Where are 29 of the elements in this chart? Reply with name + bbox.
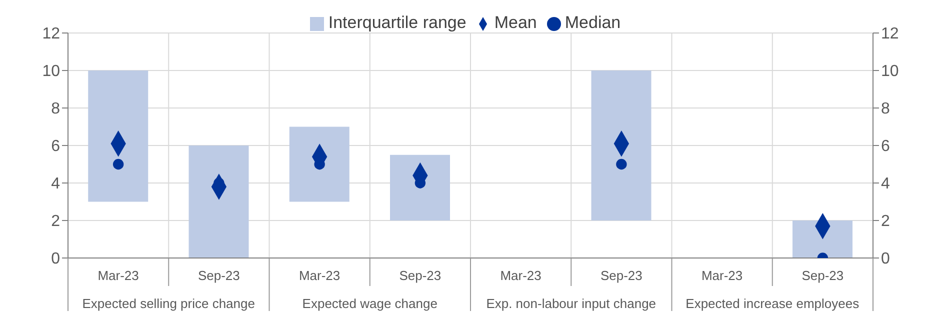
x-tick-label: Mar-23 (500, 268, 542, 283)
y-tick-label: 2 (51, 213, 60, 230)
legend-label: Interquartile range (328, 13, 466, 32)
y-tick-label: 10 (42, 63, 60, 80)
y2-tick-label: 2 (881, 213, 890, 230)
y2-tick-label: 4 (881, 176, 890, 193)
y-tick-label: 8 (51, 100, 60, 118)
y2-tick-label: 6 (881, 138, 890, 156)
y2-tick-label: 0 (881, 250, 890, 268)
text: Expected increase employees (686, 296, 860, 311)
x-tick-label: Sep-23 (198, 268, 240, 283)
y2-tick-label: 12 (881, 26, 899, 43)
y-tick-label: 6 (51, 138, 60, 156)
y2-tick-label: 8 (881, 100, 890, 118)
x-tick-label: Sep-23 (600, 268, 642, 283)
y-tick-label: 4 (51, 176, 60, 193)
x-tick-label: Mar-23 (98, 268, 139, 283)
x-tick-label: Sep-23 (399, 268, 442, 283)
text: Expected selling price change (82, 296, 255, 311)
legend-label: Median (564, 13, 621, 32)
y-tick-label: 12 (42, 26, 60, 43)
text: Expected wage change (302, 296, 438, 311)
x-tick-label: Sep-23 (802, 268, 844, 283)
x-tick-label: Mar-23 (298, 268, 340, 283)
x-tick-label: Mar-23 (701, 268, 743, 283)
legend-label: Mean (494, 13, 537, 32)
y-tick-label: 0 (51, 250, 60, 268)
text: Exp. non-labour input change (486, 296, 656, 311)
y2-tick-label: 10 (881, 63, 899, 80)
